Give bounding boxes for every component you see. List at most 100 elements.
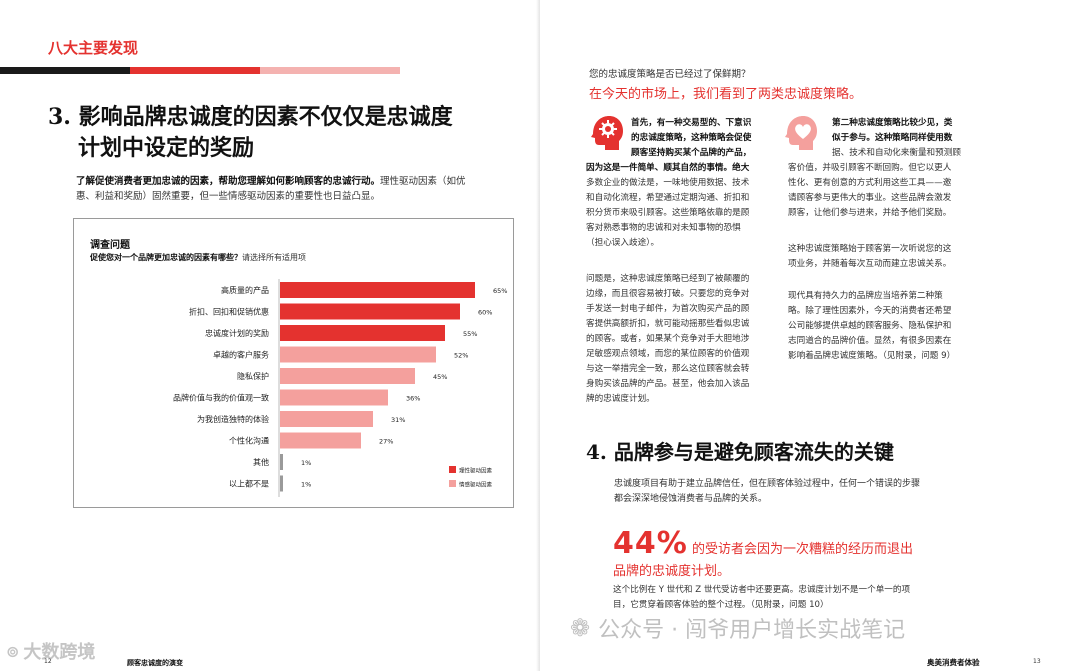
col1-line-2: 顾客坚持购买某个品牌的产品， <box>631 148 752 158</box>
left-page: 八大主要发现 3. 影响品牌忠诚度的因素不仅仅是忠诚度 计划中设定的奖励 了解促… <box>0 39 514 667</box>
chart-legend-swatch <box>449 466 456 473</box>
col1-p2-line-1: 边缘，而且很容易被打破。只要您的竞争对 <box>586 289 750 299</box>
col1-p2-line-8: 牌的忠诚度计划。 <box>586 394 655 404</box>
survey-title: 调查问题 <box>90 240 130 251</box>
watermark-right: ❁ 公众号 · 闯爷用户增长实战笔记 <box>570 612 905 644</box>
col2-p3-line-2: 公司能够提供卓越的顾客服务、隐私保护和 <box>788 321 952 331</box>
chart-category-label: 隐私保护 <box>237 371 269 381</box>
col1-para1-body: 因为这是一件简单、顺其自然的事情。绝大 多数企业的做法是，一味地使用数据、技术 … <box>586 161 786 251</box>
chart-value-label: 31% <box>391 416 405 424</box>
head-heart-icon <box>779 112 821 154</box>
stat-text-line1: 的受访者会因为一次糟糕的经历而退出 <box>692 542 914 557</box>
col1-line-5: 和自动化流程，希望通过定期沟通、折扣和 <box>586 193 750 203</box>
col1-line-0: 首先，有一种交易型的、下意识 <box>631 118 752 128</box>
col1-p2-line-3: 客提供高额折扣，就可能动摇那些看似忠诚 <box>586 319 750 329</box>
col1-p2-line-7: 身购买该品牌的产品。甚至，他会加入该品 <box>586 379 750 389</box>
survey-question-bold: 促使您对一个品牌更加忠诚的因素有哪些？ <box>90 253 242 262</box>
strategy-headline: 在今天的市场上，我们看到了两类忠诚度策略。 <box>589 87 863 102</box>
col1-p2-line-0: 问题是，这种忠诚度策略已经到了被颠覆的 <box>586 274 750 284</box>
col2-line-1: 似于参与。这种策略同样使用数 <box>832 133 953 143</box>
survey-chart-box: 调查问题 促使您对一个品牌更加忠诚的因素有哪些？请选择所有适用项 高质量的产品 6… <box>73 218 514 508</box>
chart-category-label: 折扣、回扣和促销优惠 <box>189 307 269 317</box>
stat-value: 44% <box>613 526 688 561</box>
col2-line-6: 顾客，让他们参与进来，并给予他们奖励。 <box>788 208 952 218</box>
col1-line-3: 因为这是一件简单、顺其自然的事情。绝大 <box>586 163 750 173</box>
strategy-question: 您的忠诚度策略是否已经过了保鲜期？ <box>589 69 751 80</box>
col2-p3-line-4: 影响着品牌忠诚度策略。（见附录，问题 9） <box>788 351 956 361</box>
chart-bar <box>280 411 373 427</box>
chart-bar <box>280 454 283 470</box>
footer-title-right: 奥美消费者体验 <box>927 658 980 667</box>
chart-value-label: 65% <box>493 287 507 295</box>
col1-p2-line-2: 手发送一封电子邮件，为首次购买产品的顾 <box>586 304 750 314</box>
chart-category-label: 高质量的产品 <box>221 285 269 295</box>
chart-value-label: 52% <box>454 352 468 360</box>
chart-value-label: 55% <box>463 330 477 338</box>
h4-body-line1: 忠诚度项目有助于建立品牌信任，但在顾客体验过程中，任何一个错误的步骤 <box>614 479 921 489</box>
col2-p2-line-0: 这种忠诚度策略始于顾客第一次听说您的这 <box>788 244 952 254</box>
heading-4: 4. 品牌参与是避免顾客流失的关键 <box>586 440 894 464</box>
header-bar-pink <box>260 67 400 74</box>
heading-3: 3. 影响品牌忠诚度的因素不仅仅是忠诚度 计划中设定的奖励 <box>48 102 508 164</box>
chart-value-label: 36% <box>406 395 420 403</box>
footer-title-left: 顾客忠诚度的演变 <box>127 659 183 667</box>
chart-value-label: 1% <box>301 459 311 467</box>
col2-para3: 现代具有持久力的品牌应当培养第二种策 略。除了理性因素外，今天的消费者还希望 公… <box>788 289 988 364</box>
chart-bar <box>280 325 445 341</box>
intro-rest-2: 惠、利益和奖励）固然重要，但一些情感驱动因素的重要性也日益凸显。 <box>76 191 381 202</box>
col1-line-4: 多数企业的做法是，一味地使用数据、技术 <box>586 178 750 188</box>
chart-category-label: 忠诚度计划的奖励 <box>205 328 269 338</box>
chart-legend-label: 情感驱动因素 <box>459 481 493 489</box>
header-bar-black <box>0 67 130 74</box>
chart-bar <box>280 475 283 492</box>
col2-line-3: 客价值，并吸引顾客不断回购。但它以更人 <box>788 163 952 173</box>
chart-bar <box>280 389 388 406</box>
chart-category-label: 卓越的客户服务 <box>213 350 269 360</box>
watermark-left-text: 大数跨境 <box>23 642 96 663</box>
chart-bar <box>280 368 415 384</box>
heading-3-line1: 3. 影响品牌忠诚度的因素不仅仅是忠诚度 <box>48 104 453 130</box>
col2-line-4: 性化、更有创意的方式利用这些工具——邀 <box>788 178 952 188</box>
page-number-left: 12 <box>44 658 52 665</box>
intro-paragraph: 了解促使消费者更加忠诚的因素，帮助您理解如何影响顾客的忠诚行动。理性驱动因素（如… <box>76 174 508 204</box>
survey-question-rest: 请选择所有适用项 <box>242 253 306 262</box>
stat-text-line2: 品牌的忠诚度计划。 <box>613 564 731 579</box>
col2-para1-body: 客价值，并吸引顾客不断回购。但它以更人 性化、更有创意的方式利用这些工具——邀 … <box>788 161 988 221</box>
chart-value-label: 1% <box>301 481 311 489</box>
intro-rest-1: 理性驱动因素（如优 <box>380 176 466 187</box>
col2-para1-head: 第二种忠诚度策略比较少见，类 似于参与。这种策略同样使用数 据、技术和自动化来衡… <box>832 116 982 161</box>
col2-line-2: 据、技术和自动化来衡量和预测顾 <box>832 148 961 158</box>
page-number-right: 13 <box>1033 658 1041 665</box>
section-label: 八大主要发现 <box>48 39 139 57</box>
wechat-icon: ❁ <box>570 614 591 642</box>
survey-question: 促使您对一个品牌更加忠诚的因素有哪些？请选择所有适用项 <box>90 252 306 263</box>
chart-category-label: 个性化沟通 <box>229 436 269 446</box>
col1-p2-line-6: 与这一举措完全一致，那么这位顾客就会转 <box>586 364 750 374</box>
chart-value-label: 60% <box>478 309 492 317</box>
watermark-right-text: 公众号 · 闯爷用户增长实战笔记 <box>598 618 906 643</box>
chart-legend-label: 理性驱动因素 <box>459 467 493 475</box>
col1-line-7: 客对熟悉事物的忠诚和对未知事物的恐惧 <box>586 223 741 233</box>
heading-3-line2: 计划中设定的奖励 <box>78 135 255 161</box>
loyalty-factors-bar-chart: 高质量的产品 65% 折扣、回扣和促销优惠 60% 忠诚度计划的奖励 55% 卓越的客户服务… <box>173 279 507 497</box>
col2-p3-line-3: 志同道合的品牌价值。显然，有很多因素在 <box>788 336 952 346</box>
col1-line-6: 积分货币来吸引顾客。这些策略依靠的是顾 <box>586 208 750 218</box>
chart-value-label: 45% <box>433 373 447 381</box>
chart-category-label: 品牌价值与我的价值观一致 <box>173 393 269 403</box>
col1-line-1: 的忠诚度策略，这种策略会促使 <box>631 133 752 143</box>
chart-value-label: 27% <box>379 438 393 446</box>
stat-body-line1: 这个比例在 Y 世代和 Z 世代受访者中还要更高。忠诚度计划不是一个单一的项 <box>613 585 911 595</box>
stat-body-line2: 目，它贯穿着顾客体验的整个过程。（见附录，问题 10） <box>613 600 829 610</box>
col2-line-5: 请顾客参与更伟大的事业。这些品牌会激发 <box>788 193 952 203</box>
heading-4-body: 忠诚度项目有助于建立品牌信任，但在顾客体验过程中，任何一个错误的步骤 都会深深地… <box>614 477 984 507</box>
header-bar-red <box>130 67 260 74</box>
col2-para2: 这种忠诚度策略始于顾客第一次听说您的这 项业务，并随着每次互动而建立忠诚关系。 <box>788 242 988 272</box>
header-color-bar <box>0 67 400 74</box>
col1-para1-head: 首先，有一种交易型的、下意识 的忠诚度策略，这种策略会促使 顾客坚持购买某个品牌… <box>631 116 779 161</box>
col2-p2-line-1: 项业务，并随着每次互动而建立忠诚关系。 <box>788 259 952 269</box>
col1-para2: 问题是，这种忠诚度策略已经到了被颠覆的 边缘，而且很容易被打破。只要您的竞争对 … <box>586 272 786 407</box>
watermark-logo-icon: ⊚ <box>6 641 20 661</box>
chart-bar <box>280 303 460 320</box>
col1-p2-line-4: 的顾客。或者，如果某个竞争对手大胆地涉 <box>586 334 750 344</box>
chart-legend-swatch <box>449 480 456 487</box>
